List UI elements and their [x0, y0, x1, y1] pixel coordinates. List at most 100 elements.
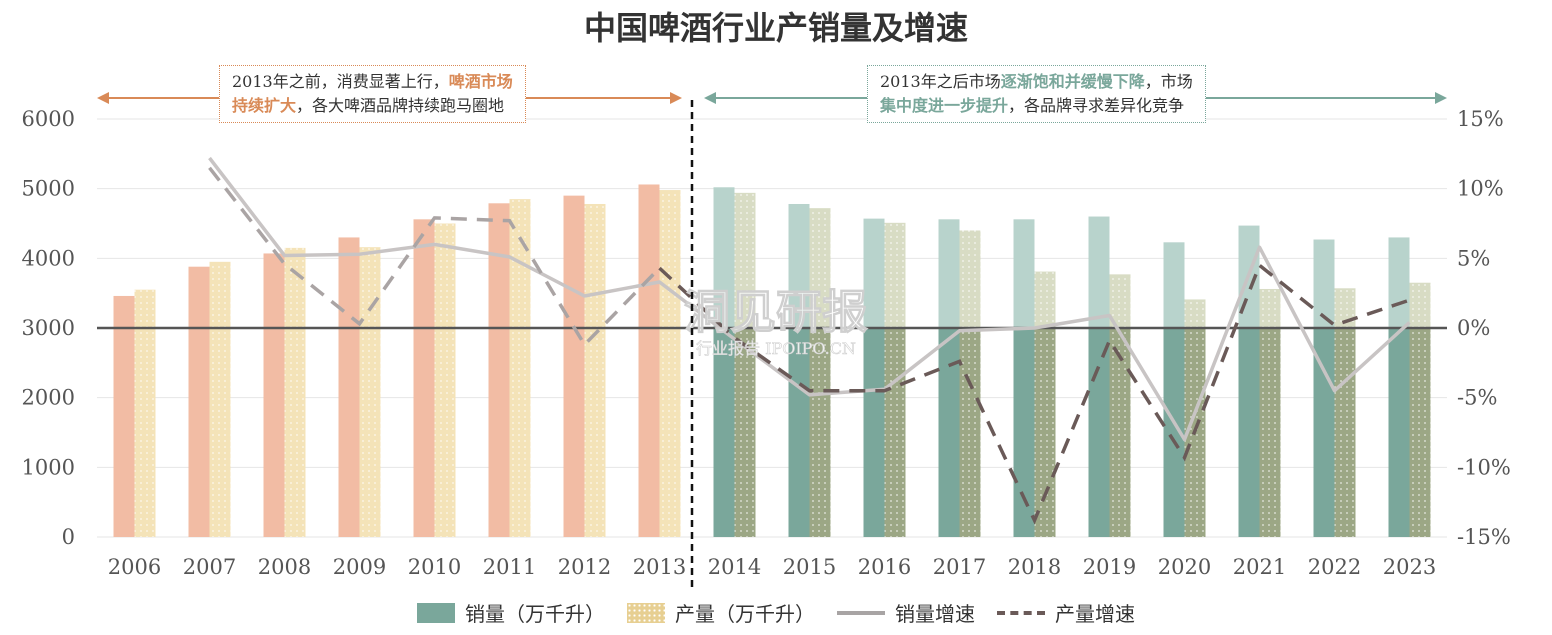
y-right-tick: 5%: [1457, 246, 1490, 270]
y-right-tick: 15%: [1457, 107, 1504, 131]
arrow-left-head: [97, 92, 109, 104]
x-tick: 2013: [633, 555, 686, 579]
bar-sales-lower: [713, 328, 735, 537]
x-tick: 2009: [333, 555, 386, 579]
y-left-tick: 2000: [22, 386, 75, 410]
legend-item-sales-growth: 销量增速: [837, 598, 975, 627]
bar-production-texture: [734, 192, 756, 537]
axis-ticks: 0 1000 2000 3000 4000 5000 6000 -15% -10% -5% 0% 5%…: [22, 107, 1511, 579]
bar-sales: [863, 218, 885, 328]
legend-swatch-sales: [417, 602, 455, 623]
x-tick: 2012: [558, 555, 611, 579]
x-tick: 2022: [1308, 555, 1361, 579]
legend-label: 产量（万千升）: [675, 602, 815, 626]
bar-sales-lower: [788, 328, 810, 537]
bar-sales: [338, 237, 360, 537]
bar-production-texture: [209, 261, 231, 537]
legend-swatch-production: [627, 602, 665, 623]
x-tick: 2021: [1233, 555, 1286, 579]
annotation-text: 2013年之前，消费显著上行，: [232, 72, 449, 91]
bar-production-texture: [1034, 271, 1056, 537]
x-tick: 2007: [183, 555, 236, 579]
bar-series: [113, 184, 1431, 538]
bar-sales: [263, 253, 285, 537]
arrow-left-head: [670, 92, 682, 104]
bar-sales-lower: [1238, 328, 1260, 537]
bar-sales-lower: [863, 328, 885, 537]
x-tick: 2019: [1083, 555, 1136, 579]
annotation-highlight: 逐渐饱和并缓慢下降: [1000, 72, 1145, 91]
bar-production-texture: [1409, 282, 1431, 537]
bar-production-texture: [1334, 288, 1356, 537]
y-left-tick: 0: [62, 525, 75, 549]
legend-item-production: 产量（万千升）: [627, 598, 815, 627]
bar-sales: [563, 195, 585, 537]
legend-swatch-sales-growth: [837, 610, 885, 615]
x-tick: 2010: [408, 555, 461, 579]
bar-sales: [713, 187, 735, 328]
line-sales-growth: [208, 156, 1411, 442]
bar-sales: [788, 203, 810, 328]
legend-swatch-production-growth: [997, 610, 1045, 615]
legend-item-sales: 销量（万千升）: [417, 598, 605, 627]
bar-production-texture: [284, 247, 306, 537]
legend-label: 销量（万千升）: [465, 602, 605, 626]
arrow-right-head: [1435, 92, 1447, 104]
arrow-right-head: [704, 92, 716, 104]
bar-sales: [488, 203, 510, 537]
y-right-tick: 10%: [1457, 177, 1504, 201]
bar-production-texture: [434, 223, 456, 537]
growth-lines: [208, 156, 1411, 525]
bar-production-texture: [1259, 288, 1281, 537]
annotation-highlight: 啤酒市场: [448, 72, 513, 91]
legend-label: 销量增速: [895, 602, 975, 626]
bar-production-texture: [509, 199, 531, 537]
bar-sales: [188, 266, 210, 537]
annotation-highlight: 集中度进一步提升: [880, 96, 1009, 115]
bar-sales: [113, 295, 135, 537]
bar-production-texture: [659, 190, 681, 537]
line-production-growth-after: [658, 262, 1411, 525]
x-tick: 2016: [858, 555, 911, 579]
bar-sales: [413, 219, 435, 537]
y-left-tick: 6000: [22, 107, 75, 131]
annotation-before-2013: 2013年之前，消费显著上行，啤酒市场 持续扩大，各大啤酒品牌持续跑马圈地: [219, 65, 526, 123]
bar-production-texture: [134, 289, 156, 537]
bar-production-texture: [359, 247, 381, 538]
y-left-tick: 4000: [22, 246, 75, 270]
bar-production-texture: [584, 203, 606, 537]
bar-sales-lower: [1388, 328, 1410, 537]
bar-sales: [1163, 242, 1185, 328]
x-tick: 2011: [483, 555, 536, 579]
bar-sales-lower: [1013, 328, 1035, 537]
legend-label: 产量增速: [1055, 602, 1135, 626]
bar-sales-lower: [938, 328, 960, 537]
annotation-text: ，各大啤酒品牌持续跑马圈地: [296, 96, 505, 115]
watermark-main: 洞见研报: [684, 285, 868, 339]
y-right-tick: -10%: [1457, 455, 1511, 479]
x-tick: 2014: [708, 555, 761, 579]
bar-sales: [1313, 239, 1335, 328]
bar-sales-lower: [1088, 328, 1110, 537]
annotation-after-2013: 2013年之后市场逐渐饱和并缓慢下降，市场 集中度进一步提升，各品牌寻求差异化竞…: [867, 65, 1206, 123]
y-left-tick: 1000: [22, 455, 75, 479]
x-tick: 2017: [933, 555, 986, 579]
bar-sales: [1013, 219, 1035, 328]
y-left-tick: 3000: [22, 316, 75, 340]
y-right-tick: -15%: [1457, 525, 1511, 549]
bar-production-texture: [1184, 299, 1206, 537]
y-right-tick: 0%: [1457, 316, 1490, 340]
legend: 销量（万千升） 产量（万千升） 销量增速 产量增速: [0, 598, 1552, 627]
annotation-text: ，市场: [1144, 72, 1193, 91]
x-tick: 2023: [1383, 555, 1436, 579]
annotation-text: 2013年之后市场: [880, 72, 1001, 91]
x-tick: 2008: [258, 555, 311, 579]
x-tick: 2020: [1158, 555, 1211, 579]
line-production-growth-before: [208, 166, 661, 348]
watermark-sub: 行业报告 IPOIPO.CN: [696, 339, 856, 358]
legend-item-production-growth: 产量增速: [997, 598, 1135, 627]
x-tick: 2018: [1008, 555, 1061, 579]
chart-title: 中国啤酒行业产销量及增速: [584, 9, 968, 47]
